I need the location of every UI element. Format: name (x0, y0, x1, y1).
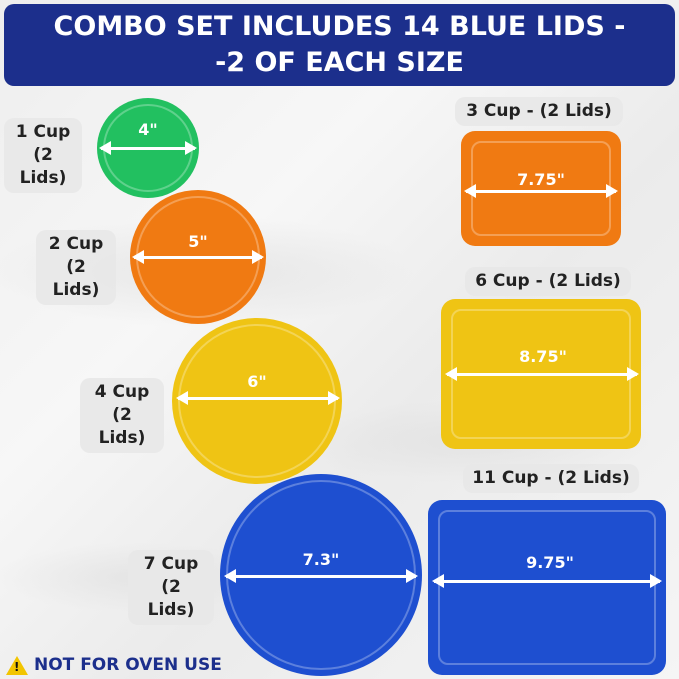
label-4-cup-size: 4 Cup (94, 382, 150, 402)
dimension-arrow-11-cup (432, 574, 662, 588)
title-banner: COMBO SET INCLUDES 14 BLUE LIDS - -2 OF … (4, 4, 675, 86)
warning-text: NOT FOR OVEN USE (34, 655, 222, 675)
label-2-cup: 2 Cup (2 Lids) (36, 230, 116, 305)
label-6-cup-text: 6 Cup - (2 Lids) (475, 271, 621, 291)
dimension-arrow-7-cup (224, 569, 418, 583)
label-1-cup: 1 Cup (2 Lids) (4, 118, 82, 193)
label-1-cup-size: 1 Cup (15, 122, 71, 142)
warning-triangle-icon: ! (6, 655, 28, 675)
dimension-arrow-3-cup (464, 184, 618, 198)
dimension-1-cup: 4" (138, 120, 158, 139)
lid-11-cup (428, 500, 666, 675)
label-3-cup: 3 Cup - (2 Lids) (455, 97, 623, 126)
banner-line-2: -2 OF EACH SIZE (215, 47, 464, 78)
label-7-cup: 7 Cup (2 Lids) (128, 550, 214, 625)
lid-11-cup-rim (438, 510, 656, 665)
oven-warning: ! NOT FOR OVEN USE (6, 655, 222, 675)
label-3-cup-text: 3 Cup - (2 Lids) (466, 101, 612, 121)
dimension-2-cup: 5" (188, 232, 208, 251)
label-7-cup-count: (2 Lids) (147, 577, 195, 620)
banner-line-1: COMBO SET INCLUDES 14 BLUE LIDS - (53, 11, 626, 42)
dimension-arrow-1-cup (99, 141, 197, 155)
dimension-arrow-6-cup (445, 367, 639, 381)
dimension-arrow-2-cup (132, 250, 264, 264)
dimension-3-cup: 7.75" (517, 170, 565, 189)
dimension-7-cup: 7.3" (302, 550, 340, 569)
label-2-cup-count: (2 Lids) (52, 257, 100, 300)
label-6-cup: 6 Cup - (2 Lids) (465, 267, 631, 296)
label-11-cup: 11 Cup - (2 Lids) (463, 464, 639, 493)
label-7-cup-size: 7 Cup (143, 554, 199, 574)
label-4-cup-count: (2 Lids) (98, 405, 146, 448)
dimension-11-cup: 9.75" (526, 553, 574, 572)
dimension-6-cup: 8.75" (519, 347, 567, 366)
lid-4-cup (172, 318, 342, 484)
lid-4-cup-rim (178, 324, 336, 478)
label-4-cup: 4 Cup (2 Lids) (80, 378, 164, 453)
label-11-cup-text: 11 Cup - (2 Lids) (472, 468, 630, 488)
dimension-arrow-4-cup (176, 391, 340, 405)
dimension-4-cup: 6" (247, 372, 267, 391)
label-1-cup-count: (2 Lids) (19, 145, 67, 188)
label-2-cup-size: 2 Cup (48, 234, 104, 254)
